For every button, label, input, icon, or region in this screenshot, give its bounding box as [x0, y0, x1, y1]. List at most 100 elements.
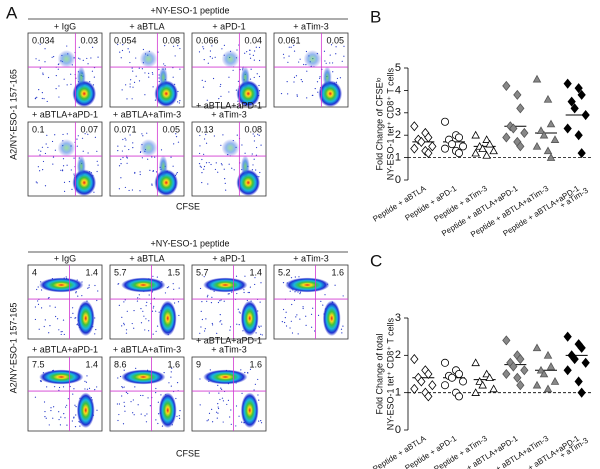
event-dot	[236, 323, 238, 325]
event-dot	[124, 145, 126, 147]
data-point	[536, 126, 546, 135]
event-dot	[155, 392, 157, 394]
event-dot	[246, 51, 248, 53]
cluster	[240, 300, 259, 337]
event-dot	[152, 307, 154, 309]
quadrant-value: 0.034	[32, 35, 55, 45]
x-axis-label: CFSE	[176, 448, 200, 458]
event-dot	[126, 98, 128, 100]
event-dot	[216, 332, 218, 334]
flow-plot: 5.7 1.5	[109, 264, 185, 340]
data-point	[509, 361, 518, 372]
event-dot	[37, 300, 39, 302]
event-dot	[123, 386, 125, 388]
event-dot	[75, 414, 77, 416]
event-dot	[201, 300, 203, 303]
data-point	[428, 141, 437, 152]
event-dot	[173, 143, 175, 145]
event-dot	[156, 276, 158, 278]
event-dot	[133, 327, 135, 329]
event-dot	[152, 86, 154, 88]
data-point	[563, 331, 572, 342]
event-dot	[211, 296, 213, 298]
event-dot	[77, 135, 79, 137]
event-dot	[74, 425, 77, 428]
quadrant-value: 1.6	[331, 267, 344, 277]
y-tick-label: 1	[395, 152, 401, 164]
event-dot	[73, 417, 75, 419]
event-dot	[152, 170, 154, 172]
event-dot	[230, 423, 232, 425]
event-dot	[120, 158, 122, 160]
event-dot	[121, 385, 123, 388]
event-dot	[146, 132, 148, 134]
density	[281, 276, 344, 337]
event-dot	[249, 368, 252, 370]
event-dot	[236, 134, 238, 136]
event-dot	[126, 156, 128, 158]
y-axis-label: Fold Change of CFSEˡᵒ	[374, 77, 384, 170]
data-point	[410, 383, 419, 394]
data-point	[447, 140, 456, 149]
event-dot	[58, 96, 60, 98]
event-dot	[252, 133, 254, 135]
quadrant-value: 0.1	[32, 124, 45, 134]
event-dot	[58, 411, 60, 413]
event-dot	[220, 95, 222, 97]
event-dot	[53, 406, 55, 408]
event-dot	[121, 395, 123, 397]
event-dot	[129, 83, 131, 85]
data-point	[546, 362, 556, 370]
cluster	[203, 277, 248, 293]
data-point	[513, 89, 522, 100]
event-dot	[152, 275, 154, 277]
event-dot	[73, 388, 75, 390]
flow-plot: 0.1 0.07	[27, 121, 103, 197]
event-dot	[219, 314, 221, 316]
event-dot	[125, 391, 127, 393]
event-dot	[172, 76, 174, 78]
data-point	[471, 148, 480, 157]
event-dot	[252, 54, 254, 56]
event-dot	[211, 408, 213, 410]
quadrant-value: 1.4	[85, 359, 98, 369]
data-point	[581, 110, 590, 121]
data-point	[567, 96, 576, 107]
event-dot	[44, 61, 46, 63]
event-dot	[200, 166, 202, 168]
cluster	[121, 369, 166, 385]
event-dot	[218, 98, 220, 100]
event-dot	[179, 68, 181, 70]
event-dot	[172, 283, 174, 285]
event-dot	[287, 61, 289, 63]
event-dot	[44, 185, 47, 187]
data-point	[424, 368, 433, 380]
event-dot	[298, 61, 300, 63]
event-dot	[293, 81, 295, 83]
event-dot	[144, 94, 146, 96]
event-dot	[260, 420, 262, 422]
event-dot	[173, 302, 176, 304]
event-dot	[47, 146, 49, 149]
event-dot	[61, 169, 64, 171]
event-dot	[201, 158, 203, 161]
event-dot	[152, 333, 154, 335]
event-dot	[62, 165, 65, 167]
cloud	[221, 139, 240, 157]
event-dot	[153, 305, 155, 307]
event-dot	[178, 314, 180, 317]
event-dot	[293, 299, 296, 301]
event-dot	[82, 59, 84, 62]
data-point	[417, 376, 426, 387]
event-dot	[139, 190, 141, 192]
event-dot	[54, 149, 56, 151]
event-dot	[341, 332, 343, 334]
event-dot	[258, 325, 260, 327]
event-dot	[253, 59, 255, 61]
flow-plot: 8.6 1.6	[109, 356, 185, 432]
data-point	[475, 377, 484, 385]
cluster-tail	[76, 66, 86, 89]
cloud	[57, 50, 76, 68]
event-dot	[320, 300, 322, 303]
data-point	[539, 369, 549, 378]
